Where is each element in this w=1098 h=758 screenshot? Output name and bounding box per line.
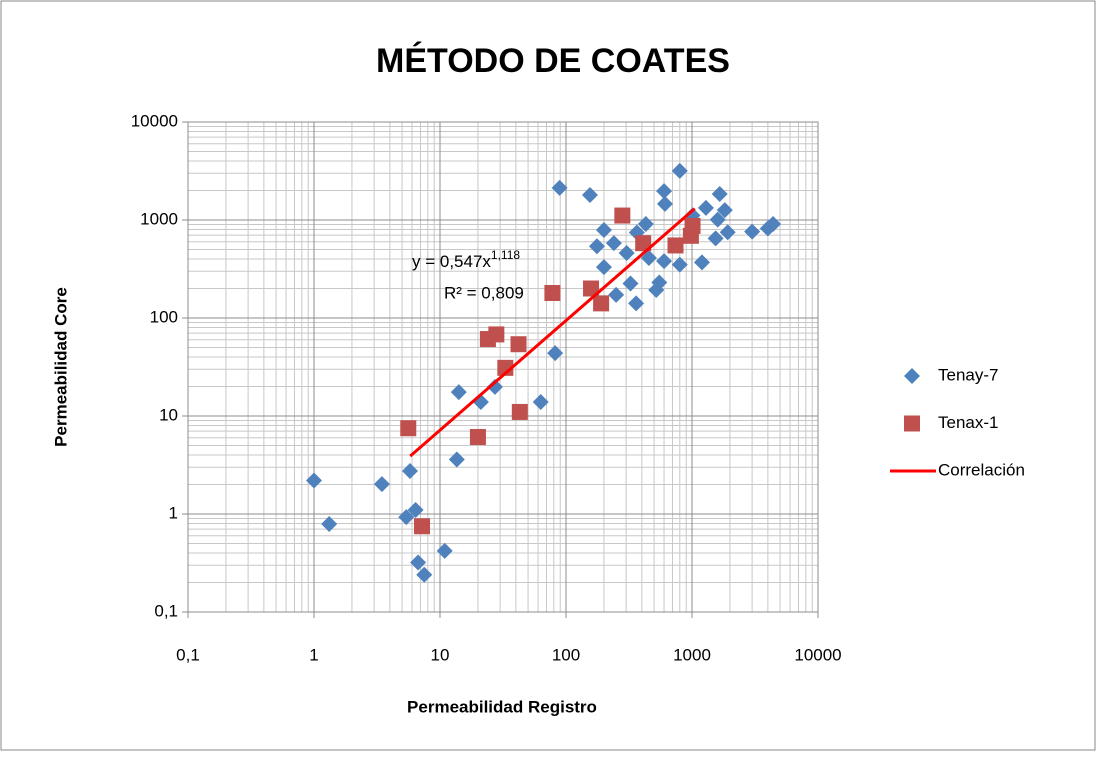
diamond-marker	[407, 501, 424, 518]
diamond-marker	[618, 245, 635, 262]
legend-label: Tenay-7	[938, 365, 998, 384]
diamond-marker	[719, 224, 736, 241]
diamond-marker	[651, 274, 668, 291]
x-tick-label: 1000	[673, 645, 711, 664]
diamond-marker	[581, 186, 598, 203]
diamond-marker	[628, 295, 645, 312]
diamond-marker	[551, 179, 568, 196]
square-marker	[684, 217, 701, 234]
y-tick-label: 1000	[140, 209, 178, 228]
diamond-marker	[744, 223, 761, 240]
x-tick-label: 10	[431, 645, 450, 664]
square-marker	[583, 280, 600, 297]
equation: y = 0,547x	[412, 252, 491, 271]
diamond-marker	[532, 393, 549, 410]
diamond-marker	[436, 542, 453, 559]
square-marker	[614, 207, 631, 224]
diamond-marker	[595, 222, 612, 239]
diamond-marker	[656, 195, 673, 212]
diamond-marker	[656, 253, 673, 270]
square-marker	[497, 359, 514, 376]
square-marker	[544, 284, 561, 301]
equation-exponent: 1,118	[491, 248, 520, 262]
diamond-marker	[904, 368, 920, 384]
legend: Tenay-7 Tenax-1 Correlación	[890, 365, 1025, 479]
y-tick-label: 10000	[131, 111, 178, 130]
diamond-marker	[608, 286, 625, 303]
legend-label: Tenax-1	[938, 413, 998, 432]
square-marker	[635, 235, 652, 252]
diamond-marker	[450, 384, 467, 401]
diamond-marker	[671, 162, 688, 179]
trend-line	[409, 207, 696, 458]
square-marker	[593, 295, 610, 312]
y-tick-label: 0,1	[154, 601, 178, 620]
square-marker	[510, 336, 527, 353]
x-tick-label: 10000	[794, 645, 841, 664]
diamond-marker	[306, 472, 322, 489]
diamond-marker	[640, 249, 657, 266]
square-marker	[667, 237, 684, 254]
diamond-marker	[448, 451, 465, 468]
y-tick-label: 100	[150, 307, 178, 326]
plot-area	[187, 121, 819, 613]
diamond-marker	[547, 345, 564, 362]
diamond-marker	[622, 275, 639, 292]
legend-label: Correlación	[938, 460, 1025, 479]
square-marker	[511, 403, 528, 420]
square-marker	[904, 415, 920, 432]
y-tick-label: 1	[169, 503, 178, 522]
marks	[306, 162, 782, 583]
y-tick-label: 10	[159, 405, 178, 424]
x-tick-label: 0,1	[176, 645, 200, 664]
diamond-marker	[656, 183, 673, 200]
diamond-marker	[671, 256, 688, 273]
square-marker	[400, 420, 417, 437]
diamond-marker	[416, 566, 433, 583]
diamond-marker	[709, 211, 726, 228]
diamond-marker	[716, 202, 733, 219]
diamond-marker	[486, 378, 503, 395]
diamond-marker	[605, 235, 622, 252]
diamond-marker	[398, 509, 415, 526]
diamond-marker	[711, 186, 728, 203]
diamond-marker	[588, 238, 605, 255]
diamond-marker	[707, 230, 724, 247]
y-axis-label: Permeabilidad Core	[51, 287, 70, 447]
diamond-marker	[765, 216, 782, 233]
diamond-marker	[402, 462, 419, 479]
diamond-marker	[595, 259, 612, 276]
diamond-marker	[373, 476, 390, 493]
x-tick-label: 100	[552, 645, 580, 664]
r-squared: R² = 0,809	[444, 283, 524, 302]
diamond-marker	[637, 216, 654, 233]
diamond-marker	[697, 199, 714, 216]
diamond-marker	[693, 254, 710, 271]
x-axis-label: Permeabilidad Registro	[407, 697, 597, 716]
trend-equation: y = 0,547x1,118	[412, 248, 520, 271]
square-marker	[414, 518, 431, 535]
square-marker	[488, 326, 505, 343]
chart-title: MÉTODO DE COATES	[376, 42, 730, 80]
diamond-marker	[321, 516, 338, 533]
square-marker	[469, 429, 486, 446]
x-tick-label: 1	[309, 645, 318, 664]
diamond-marker	[410, 554, 427, 571]
